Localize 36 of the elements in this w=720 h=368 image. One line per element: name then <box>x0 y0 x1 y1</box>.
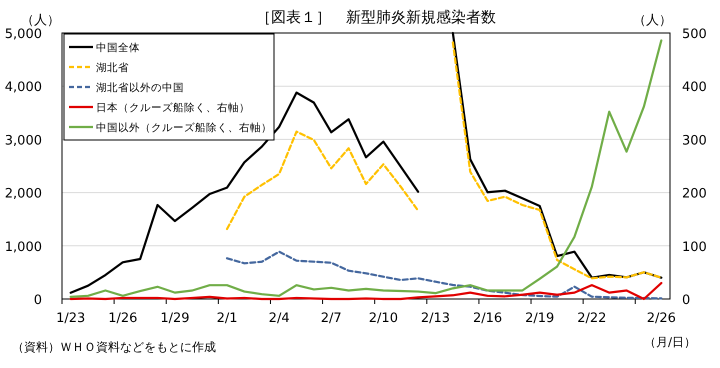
text: （資料）ＷＨＯ資料などをもとに作成 <box>12 340 216 354</box>
x-tick-label: 2/26 <box>646 311 676 326</box>
legend-label: 日本（クルーズ船除く、右軸） <box>96 101 250 114</box>
y-tick-label: 1,000 <box>4 240 42 255</box>
x-tick-label: 2/16 <box>473 311 502 326</box>
x-tick-label: 1/29 <box>160 311 190 326</box>
legend-label: 湖北省 <box>96 61 129 74</box>
legend-label: 中国以外（クルーズ船除く、右軸） <box>96 121 272 134</box>
legend-label: 中国全体 <box>96 41 140 54</box>
y2-tick-label: 300 <box>682 133 707 148</box>
x-tick-label: 2/13 <box>420 311 450 326</box>
x-tick-label: 2/4 <box>268 311 290 326</box>
line-series <box>70 282 662 300</box>
y2-tick-label: 200 <box>682 186 707 202</box>
x-axis-title: （月/日） <box>644 335 696 349</box>
x-tick-label: 2/10 <box>368 311 398 326</box>
x-tick-label: 2/22 <box>577 311 606 326</box>
x-tick-label: 1/23 <box>56 311 86 326</box>
x-tick-label: 2/1 <box>216 311 238 326</box>
y-tick-label: 3,000 <box>4 133 42 148</box>
x-tick-label: 2/19 <box>525 311 554 326</box>
y-tick-label: 2,000 <box>4 186 42 202</box>
y2-tick-label: 400 <box>682 80 707 96</box>
line-series <box>226 250 662 300</box>
y2-axis-title: （人） <box>633 13 672 28</box>
x-tick-label: 1/26 <box>108 311 138 326</box>
x-tick-label: 2/7 <box>320 311 342 326</box>
y2-tick-label: 100 <box>682 240 707 255</box>
y2-tick-label: 0 <box>682 293 690 308</box>
legend-label: 湖北省以外の中国 <box>96 81 184 94</box>
y2-tick-label: 500 <box>682 27 707 42</box>
y-tick-label: 0 <box>34 293 42 308</box>
chart-title: ［図表１］ 新型肺炎新規感染者数 <box>256 8 496 26</box>
y-axis-title: （人） <box>21 13 60 28</box>
y-tick-label: 4,000 <box>4 80 42 96</box>
y-tick-label: 5,000 <box>4 27 42 42</box>
